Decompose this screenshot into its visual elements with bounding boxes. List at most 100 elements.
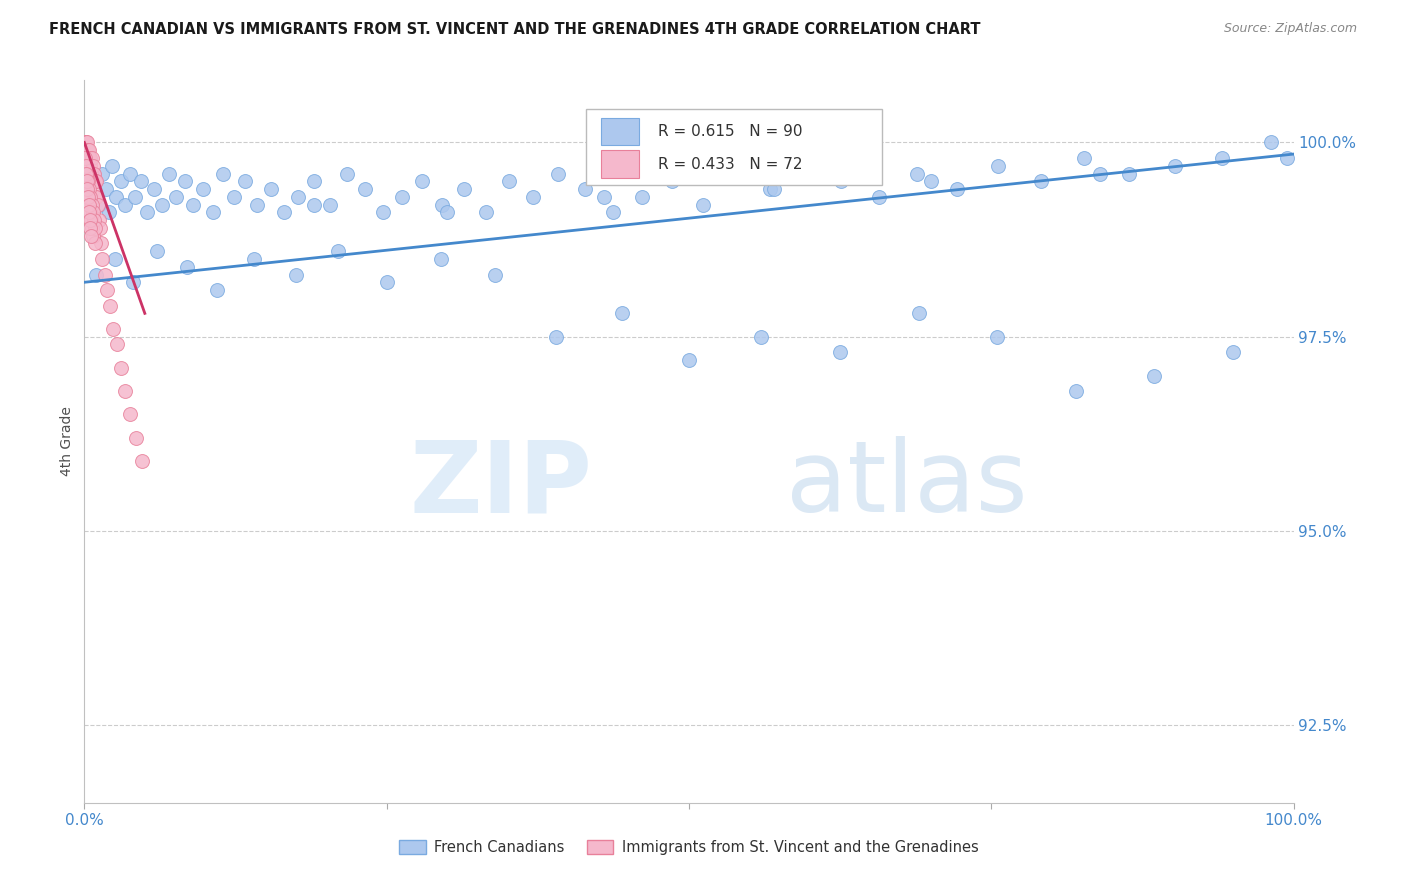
FancyBboxPatch shape — [600, 118, 640, 145]
Point — [91, 252, 114, 266]
Point — [1118, 167, 1140, 181]
Point — [75, 182, 97, 196]
Point — [436, 205, 458, 219]
FancyBboxPatch shape — [600, 151, 640, 178]
Text: atlas: atlas — [786, 436, 1028, 533]
Point — [224, 190, 246, 204]
Point — [90, 236, 112, 251]
Point — [191, 182, 214, 196]
Point — [1029, 174, 1052, 188]
Point — [907, 167, 929, 181]
Point — [76, 136, 98, 150]
Point — [794, 159, 817, 173]
Point — [97, 205, 120, 219]
Point — [84, 190, 107, 204]
Legend: French Canadians, Immigrants from St. Vincent and the Grenadines: French Canadians, Immigrants from St. Vi… — [394, 834, 984, 861]
Point — [79, 205, 101, 219]
Point — [82, 174, 104, 188]
Point — [86, 268, 108, 282]
Point — [328, 244, 350, 259]
Point — [83, 236, 105, 251]
Point — [830, 174, 852, 188]
Point — [83, 174, 105, 188]
Point — [246, 197, 269, 211]
Text: R = 0.615   N = 90: R = 0.615 N = 90 — [658, 124, 801, 139]
Point — [212, 167, 235, 181]
Point — [75, 174, 97, 188]
Point — [96, 283, 118, 297]
Point — [91, 167, 114, 181]
Point — [661, 174, 683, 188]
Point — [484, 268, 506, 282]
Point — [173, 174, 195, 188]
Point — [76, 159, 98, 173]
Point — [76, 182, 98, 196]
Point — [84, 174, 107, 188]
Point — [868, 190, 890, 204]
Point — [630, 190, 652, 204]
Point — [104, 252, 127, 266]
Point — [105, 337, 128, 351]
Point — [75, 136, 97, 150]
Point — [302, 174, 325, 188]
Text: ZIP: ZIP — [409, 436, 592, 533]
Point — [319, 197, 342, 211]
Point — [77, 197, 100, 211]
Point — [98, 299, 121, 313]
Point — [77, 143, 100, 157]
Point — [725, 167, 748, 181]
Point — [77, 159, 100, 173]
Point — [371, 205, 394, 219]
Point — [1073, 151, 1095, 165]
Point — [430, 252, 453, 266]
Point — [76, 174, 98, 188]
Point — [94, 182, 117, 196]
Point — [114, 384, 136, 398]
Point — [432, 197, 454, 211]
Y-axis label: 4th Grade: 4th Grade — [60, 407, 75, 476]
Point — [259, 182, 281, 196]
Point — [80, 167, 103, 181]
Point — [87, 197, 110, 211]
Point — [907, 306, 929, 320]
Point — [678, 353, 700, 368]
Point — [82, 220, 104, 235]
Point — [77, 167, 100, 181]
Point — [1064, 384, 1087, 398]
Point — [79, 190, 101, 204]
Point — [176, 260, 198, 274]
Point — [77, 197, 100, 211]
Point — [76, 167, 98, 181]
Point — [453, 182, 475, 196]
Point — [391, 190, 413, 204]
Point — [75, 136, 97, 150]
Point — [1143, 368, 1166, 383]
Point — [136, 205, 159, 219]
Point — [987, 159, 1010, 173]
Point — [602, 205, 624, 219]
Point — [75, 159, 97, 173]
Point — [79, 190, 101, 204]
Point — [354, 182, 377, 196]
Point — [77, 205, 100, 219]
Point — [574, 182, 596, 196]
Point — [82, 182, 104, 196]
Point — [79, 220, 101, 235]
Point — [120, 408, 142, 422]
Point — [80, 197, 103, 211]
Point — [544, 329, 567, 343]
Point — [157, 167, 180, 181]
Point — [150, 197, 173, 211]
Point — [80, 151, 103, 165]
Point — [77, 174, 100, 188]
Point — [986, 329, 1008, 343]
Point — [946, 182, 969, 196]
Point — [375, 275, 398, 289]
Point — [336, 167, 359, 181]
Point — [830, 345, 852, 359]
Text: R = 0.433   N = 72: R = 0.433 N = 72 — [658, 157, 801, 171]
Point — [181, 197, 204, 211]
Point — [79, 174, 101, 188]
Point — [77, 190, 100, 204]
Point — [94, 268, 117, 282]
